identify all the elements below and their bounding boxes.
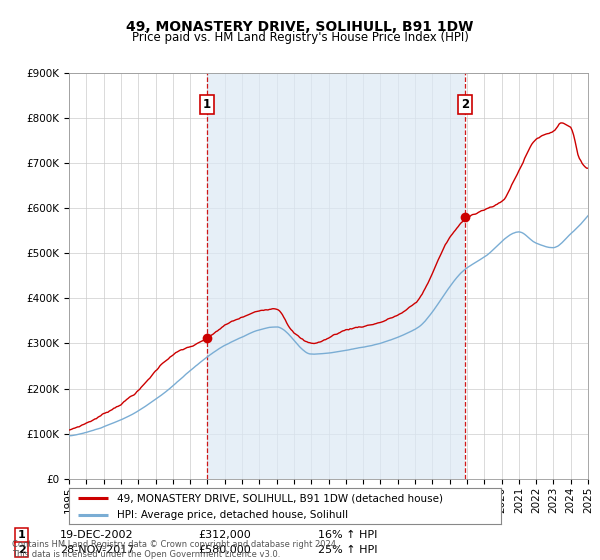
Text: 49, MONASTERY DRIVE, SOLIHULL, B91 1DW (detached house): 49, MONASTERY DRIVE, SOLIHULL, B91 1DW (… — [116, 493, 443, 503]
Text: 28-NOV-2017: 28-NOV-2017 — [60, 545, 134, 555]
Text: 2: 2 — [461, 98, 469, 111]
Text: £312,000: £312,000 — [198, 530, 251, 540]
Text: Price paid vs. HM Land Registry's House Price Index (HPI): Price paid vs. HM Land Registry's House … — [131, 31, 469, 44]
Text: 49, MONASTERY DRIVE, SOLIHULL, B91 1DW: 49, MONASTERY DRIVE, SOLIHULL, B91 1DW — [127, 20, 473, 34]
Text: £580,000: £580,000 — [198, 545, 251, 555]
Text: 1: 1 — [203, 98, 211, 111]
Text: Contains HM Land Registry data © Crown copyright and database right 2024.
This d: Contains HM Land Registry data © Crown c… — [12, 540, 338, 559]
Text: 2: 2 — [18, 545, 25, 555]
Text: 25% ↑ HPI: 25% ↑ HPI — [318, 545, 377, 555]
Text: 19-DEC-2002: 19-DEC-2002 — [60, 530, 134, 540]
Text: HPI: Average price, detached house, Solihull: HPI: Average price, detached house, Soli… — [116, 510, 347, 520]
Bar — [207, 73, 466, 479]
Text: 1: 1 — [18, 530, 25, 540]
Text: 16% ↑ HPI: 16% ↑ HPI — [318, 530, 377, 540]
